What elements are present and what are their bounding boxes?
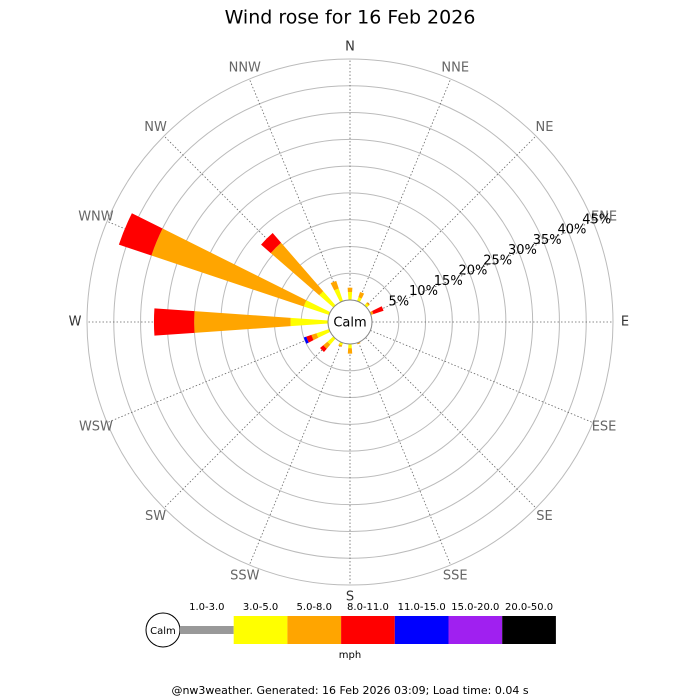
direction-label: SSE <box>443 569 468 584</box>
wind-segment <box>366 302 370 306</box>
ring <box>140 112 560 532</box>
wind-segment <box>323 341 331 349</box>
footer: @nw3weather. Generated: 16 Feb 2026 03:0… <box>171 684 528 697</box>
ring-label: 25% <box>483 253 512 268</box>
legend-swatch <box>394 616 449 644</box>
legend-label: 20.0-50.0 <box>505 602 553 613</box>
wind-segment <box>320 345 327 352</box>
direction-label: NNW <box>229 60 261 75</box>
spoke <box>106 330 330 424</box>
direction-label: ESE <box>592 420 617 435</box>
wind-segment <box>356 297 362 303</box>
ring-label: 5% <box>388 294 409 309</box>
wind-segment <box>347 291 353 301</box>
wind-segment <box>327 336 336 345</box>
wind-segment <box>194 311 291 333</box>
legend-swatch <box>287 616 342 644</box>
legend-label: 3.0-5.0 <box>243 602 278 613</box>
spoke <box>163 135 335 307</box>
direction-label: E <box>621 315 629 330</box>
legend-swatch <box>502 616 556 644</box>
spoke <box>370 330 594 424</box>
wind-segment <box>118 213 163 256</box>
wind-segment <box>358 291 365 299</box>
direction-label: SE <box>536 509 552 524</box>
wind-segment <box>303 336 309 344</box>
wind-segment <box>153 308 195 336</box>
legend-swatch <box>341 616 395 644</box>
direction-label: S <box>346 590 354 605</box>
legend-label: 15.0-20.0 <box>451 602 499 613</box>
legend-calm-label: Calm <box>150 626 176 637</box>
ring-label: 10% <box>409 284 438 299</box>
wind-segment <box>364 303 369 308</box>
direction-label: SSW <box>230 569 260 584</box>
wind-segment <box>311 333 319 341</box>
ring-label: 15% <box>434 274 463 289</box>
wind-segment <box>316 328 331 338</box>
wind-segment <box>334 288 344 303</box>
direction-label: WNW <box>78 209 114 224</box>
spoke <box>370 220 594 314</box>
direction-label: ENE <box>591 209 617 224</box>
chart-title: Wind rose for 16 Feb 2026 <box>225 7 476 29</box>
legend-swatch <box>180 626 234 634</box>
direction-label: W <box>69 315 82 330</box>
wind-segment <box>347 287 353 293</box>
wind-segment <box>306 334 314 343</box>
direction-label: NE <box>535 120 553 135</box>
legend-label: 1.0-3.0 <box>189 602 224 613</box>
direction-label: NW <box>144 120 167 135</box>
spoke <box>163 337 335 509</box>
wind-segment <box>372 306 384 315</box>
direction-label: SW <box>145 509 166 524</box>
spoke <box>358 78 452 302</box>
wind-segment <box>270 242 324 296</box>
ring-label: 45% <box>582 212 611 227</box>
ring-label: 40% <box>557 223 586 238</box>
wind-segment <box>356 341 361 345</box>
wind-segment <box>261 233 282 254</box>
wind-segment <box>303 300 331 316</box>
legend-swatch <box>448 616 503 644</box>
wind-segment <box>347 348 353 354</box>
wind-segment <box>151 228 307 307</box>
legend-label: 5.0-8.0 <box>297 602 332 613</box>
ring-label: 30% <box>508 243 537 258</box>
legend-unit: mph <box>339 650 361 661</box>
direction-label: N <box>345 40 355 55</box>
wind-segment <box>319 291 336 308</box>
ring-label: 35% <box>533 233 562 248</box>
wind-segment <box>348 343 352 349</box>
ring <box>86 58 614 586</box>
direction-label: WSW <box>79 420 113 435</box>
spoke <box>365 135 537 307</box>
calm-label: Calm <box>333 316 366 331</box>
spoke <box>358 342 452 566</box>
spoke <box>248 342 342 566</box>
ring-label: 20% <box>459 264 488 279</box>
direction-label: NNE <box>441 60 469 75</box>
spoke <box>248 78 342 302</box>
legend-label: 8.0-11.0 <box>347 602 389 613</box>
calm-circle <box>327 299 373 345</box>
legend-swatch <box>233 616 288 644</box>
legend-label: 11.0-15.0 <box>398 602 446 613</box>
wind-segment <box>290 317 329 327</box>
wind-segment <box>338 344 343 347</box>
spoke <box>365 337 537 509</box>
wind-segment <box>330 280 339 291</box>
